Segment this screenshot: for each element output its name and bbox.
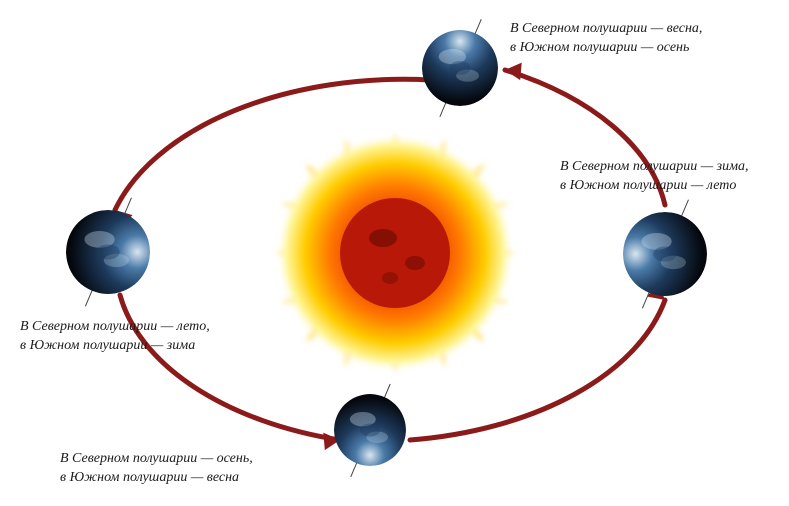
season-label-line: в Южном полушарии — осень <box>510 39 702 58</box>
earth-right <box>623 212 707 296</box>
season-label-line: В Северном полушарии — зима, <box>560 158 749 177</box>
earth-sphere <box>334 394 406 466</box>
earth-sphere <box>422 30 498 106</box>
earth-sphere <box>623 212 707 296</box>
season-label-right: В Северном полушарии — зима,в Южном полу… <box>560 158 749 196</box>
earth-bottom <box>334 394 406 466</box>
season-label-line: В Северном полушарии — весна, <box>510 20 702 39</box>
earth-left <box>66 210 150 294</box>
earth-top <box>422 30 498 106</box>
seasons-diagram: В Северном полушарии — весна,в Южном пол… <box>0 0 789 506</box>
season-label-line: В Северном полушарии — осень, <box>60 450 253 469</box>
season-label-line: в Южном полушарии — весна <box>60 469 253 488</box>
season-label-line: В Северном полушарии — лето, <box>20 318 210 337</box>
season-label-bottom: В Северном полушарии — осень,в Южном пол… <box>60 450 253 488</box>
season-label-line: в Южном полушарии — лето <box>560 177 749 196</box>
earth-sphere <box>66 210 150 294</box>
season-label-line: в Южном полушарии — зима <box>20 337 210 356</box>
season-label-top: В Северном полушарии — весна,в Южном пол… <box>510 20 702 58</box>
season-label-left: В Северном полушарии — лето,в Южном полу… <box>20 318 210 356</box>
